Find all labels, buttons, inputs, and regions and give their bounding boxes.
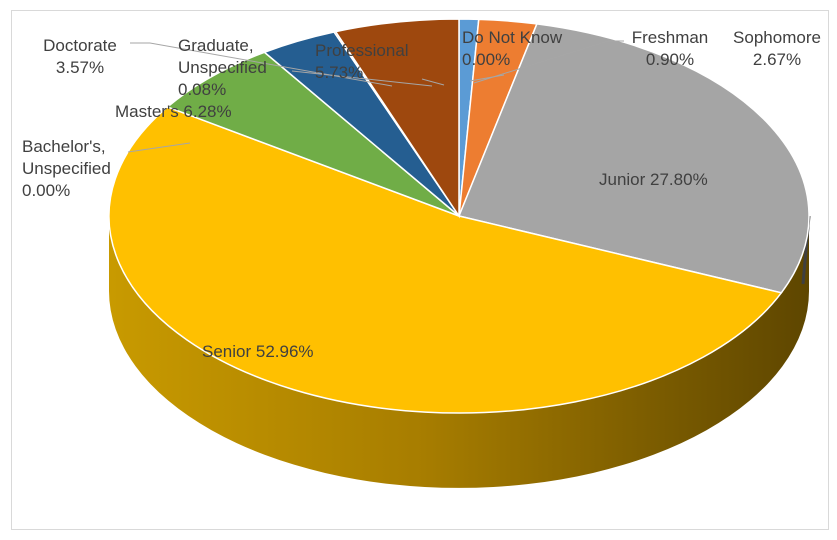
data-label-line: Junior 27.80% [599,170,708,189]
slice-senior [108,106,783,414]
leader-line-graduate-unspecified [291,70,433,87]
leader-line-do-not-know [469,74,505,82]
data-label-master-s: Master's 6.28% [115,102,232,121]
data-label-line: 3.57% [56,58,104,77]
data-label-line: Master's 6.28% [115,102,232,121]
data-label-line: Bachelor's, [22,137,106,156]
data-label-line: 2.67% [753,50,801,69]
data-label-line: Professional [315,41,409,60]
data-label-junior: Junior 27.80% [599,170,708,189]
pie-chart: Do Not Know 0.00% Freshman 0.90% Sophomore 2.… [22,18,821,488]
chart-area: Do Not Know 0.00% Freshman 0.90% Sophomore 2.… [11,10,829,530]
data-label-line: Unspecified [178,58,267,77]
data-label-bachelor-s-unspecified: Bachelor's, Unspecified 0.00% [22,137,111,200]
leader-line-freshman [473,40,624,84]
data-label-line: 0.00% [462,50,510,69]
leader-line-professional [421,78,445,86]
leader-line-doctorate [130,42,393,87]
data-label-line: Senior 52.96% [202,342,314,361]
data-label-graduate-unspecified: Graduate, Unspecified 0.08% [178,36,267,99]
data-label-sophomore: Sophomore 2.67% [733,28,821,69]
slice-master-s [166,51,460,217]
data-label-doctorate: Doctorate 3.57% [43,36,117,77]
data-label-line: Do Not Know [462,28,563,47]
data-label-line: 0.00% [22,181,70,200]
data-label-professional: Professional 5.73% [315,41,409,82]
data-label-freshman: Freshman 0.90% [632,28,709,69]
slice-professional [334,18,460,219]
data-label-line: 0.90% [646,50,694,69]
data-label-line: 5.73% [315,63,363,82]
leader-line-bachelor-s-unspecified [127,142,191,153]
data-labels: Do Not Know 0.00% Freshman 0.90% Sophomore 2.… [22,28,821,361]
data-label-senior: Senior 52.96% [202,342,314,361]
data-label-line: Graduate, [178,36,254,55]
data-label-line: Freshman [632,28,709,47]
pie-slices [108,18,810,414]
slice-junior [457,23,810,294]
data-label-line: 0.08% [178,80,226,99]
data-label-line: Doctorate [43,36,117,55]
pie-side-wall [109,216,809,488]
data-label-do-not-know: Do Not Know 0.00% [462,28,563,69]
data-label-line: Sophomore [733,28,821,47]
leader-lines [127,40,624,153]
data-label-line: Unspecified [22,159,111,178]
